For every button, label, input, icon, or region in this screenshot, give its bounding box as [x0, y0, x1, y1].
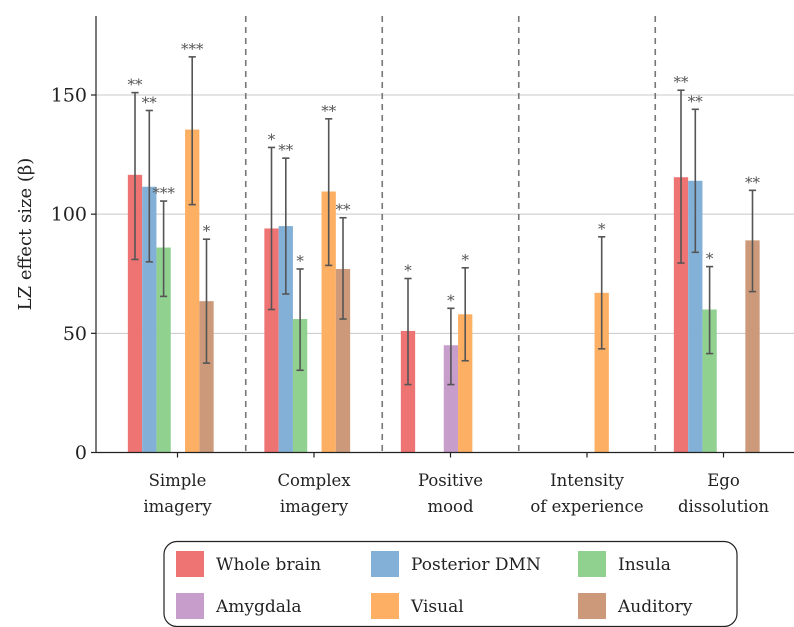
legend-label: Visual — [410, 597, 464, 617]
significance-label: * — [404, 262, 412, 280]
legend-swatch — [371, 593, 399, 619]
legend-swatch — [176, 593, 204, 619]
legend-swatch — [578, 551, 606, 577]
significance-label: * — [447, 291, 455, 309]
bar-visual — [321, 191, 336, 453]
legend-label: Auditory — [617, 597, 693, 617]
y-tick-label: 150 — [51, 85, 87, 107]
bar-auditory — [745, 240, 760, 453]
significance-label: ** — [278, 141, 294, 159]
bar-whole-brain — [400, 330, 416, 453]
significance-label: ** — [688, 92, 704, 110]
legend-swatch — [578, 593, 606, 619]
y-tick-label: 50 — [63, 323, 87, 345]
bar-whole-brain — [127, 174, 143, 453]
bar-posterior-dmn — [142, 186, 157, 453]
bars — [127, 129, 760, 453]
significance-label: * — [296, 252, 304, 270]
legend-entries: Whole brain Posterior DMN Insula Amygdala Vi… — [176, 551, 693, 619]
significance-markers: **************** ************** — [128, 40, 761, 309]
category-dividers — [244, 16, 657, 453]
x-tick-label: Complex — [277, 471, 351, 490]
y-axis-label: LZ effect size (β) — [15, 158, 36, 311]
bar-posterior-dmn — [278, 226, 293, 453]
bar-auditory — [335, 268, 351, 453]
bar-insula — [292, 319, 308, 453]
y-ticks: 0 50 100 150 — [51, 85, 96, 464]
significance-label: ** — [321, 102, 337, 120]
significance-label: *** — [181, 40, 204, 58]
bar-whole-brain — [673, 177, 689, 453]
x-tick-label: imagery — [280, 497, 349, 516]
bar-visual — [458, 314, 473, 453]
x-tick-label: dissolution — [678, 497, 769, 516]
bar-visual — [185, 129, 200, 453]
bar-visual — [594, 292, 609, 453]
y-tick-label: 100 — [51, 204, 87, 226]
legend-label: Amygdala — [215, 597, 301, 617]
significance-label: ** — [674, 73, 690, 91]
significance-label: * — [268, 130, 276, 148]
x-tick-label: Intensity — [550, 471, 625, 490]
bar-amygdala — [443, 345, 459, 453]
bar-posterior-dmn — [688, 180, 703, 453]
x-tick-label: Positive — [418, 471, 483, 490]
legend: Whole brain Posterior DMN Insula Amygdala Vi… — [163, 540, 738, 627]
legend-swatch — [176, 551, 204, 577]
x-tick-label: mood — [427, 497, 474, 516]
significance-label: ** — [128, 76, 144, 94]
significance-label: ** — [336, 201, 352, 219]
bar-auditory — [199, 301, 214, 453]
legend-label: Whole brain — [216, 555, 321, 575]
significance-label: ** — [745, 173, 761, 191]
significance-label: * — [461, 251, 469, 269]
x-tick-label: Ego — [707, 471, 740, 490]
y-tick-label: 0 — [75, 442, 87, 464]
x-tick-label: imagery — [143, 497, 212, 516]
legend-label: Insula — [618, 555, 671, 575]
error-bars — [131, 56, 757, 386]
bar-whole-brain — [264, 228, 279, 453]
significance-label: ** — [142, 93, 158, 111]
bar-insula — [156, 247, 171, 453]
x-tick-label: Simple — [149, 471, 207, 490]
bar-insula — [702, 309, 717, 453]
x-ticks: Simple imagery Complex imagery Positive mood I… — [143, 452, 769, 516]
significance-label: * — [706, 250, 714, 268]
significance-label: * — [598, 220, 606, 238]
legend-label: Posterior DMN — [411, 555, 541, 575]
legend-swatch — [371, 551, 399, 577]
x-tick-label: of experience — [530, 497, 643, 516]
significance-label: * — [203, 222, 211, 240]
significance-label: *** — [152, 184, 175, 202]
